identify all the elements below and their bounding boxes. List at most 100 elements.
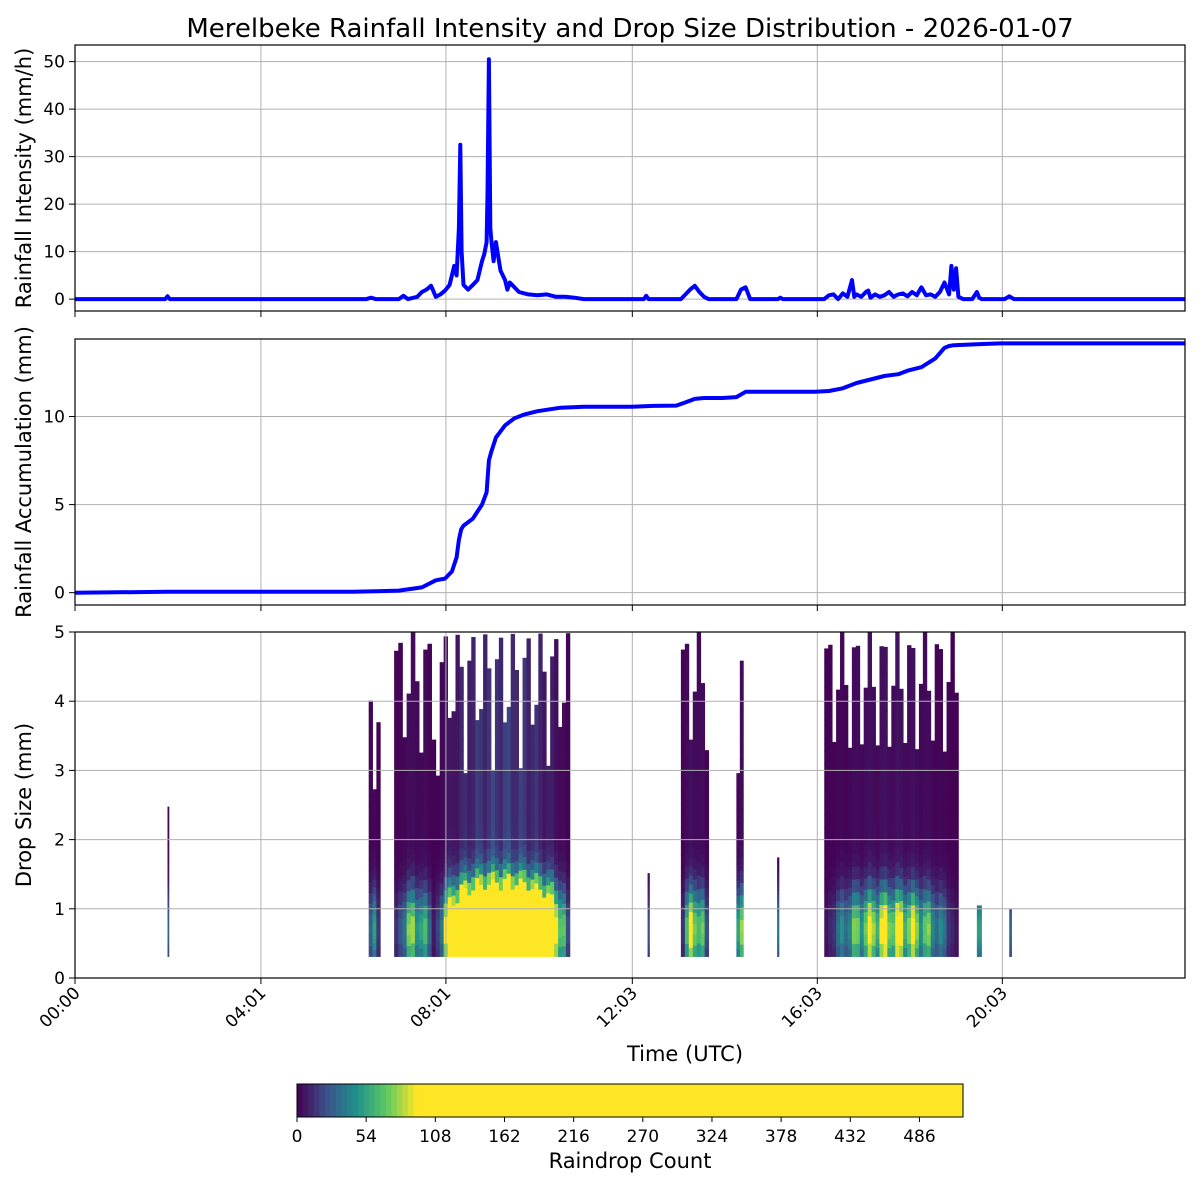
heatmap-cell: [879, 853, 884, 867]
heatmap-cell: [398, 878, 403, 892]
heatmap-cell: [561, 766, 567, 778]
heatmap-cell: [684, 930, 690, 944]
heatmap-cell: [398, 799, 403, 814]
heatmap-cell: [828, 800, 833, 815]
heatmap-cell: [895, 780, 900, 795]
heatmap-cell: [447, 737, 452, 749]
heatmap-cell: [561, 808, 567, 820]
heatmap-cell: [490, 917, 496, 926]
heatmap-cell: [439, 698, 445, 712]
heatmap-cell: [467, 722, 472, 736]
heatmap-cell: [824, 738, 829, 752]
heatmap-cell: [911, 943, 916, 957]
colorbar-segment: [679, 1084, 687, 1117]
heatmap-cell: [526, 797, 531, 812]
heatmap-cell: [459, 775, 464, 788]
heatmap-cell: [930, 740, 936, 750]
heatmap-cell: [692, 857, 698, 869]
heatmap-cell: [950, 943, 955, 957]
heatmap-cell: [502, 898, 508, 909]
heatmap-cell: [526, 916, 531, 931]
heatmap-cell: [942, 777, 947, 787]
heatmap-cell: [406, 759, 412, 771]
heatmap-cell: [843, 922, 849, 935]
heatmap-cell: [950, 780, 955, 795]
heatmap-cell: [976, 922, 982, 925]
heatmap-cell: [368, 711, 373, 723]
colorbar-segment: [446, 1084, 453, 1117]
heatmap-cell: [777, 865, 780, 871]
heatmap-cell: [427, 891, 432, 905]
heatmap-cell: [423, 905, 428, 919]
heatmap-cell: [903, 876, 908, 886]
heatmap-cell: [471, 690, 476, 704]
heatmap-cell: [887, 939, 892, 949]
heatmap-cell: [696, 713, 702, 728]
heatmap-cell: [692, 868, 698, 880]
heatmap-cell: [832, 849, 837, 859]
heatmap-cell: [851, 647, 857, 661]
heatmap-cell: [514, 789, 519, 802]
heatmap-cell: [828, 670, 833, 685]
heatmap-cell: [463, 773, 468, 782]
heatmap-cell: [487, 704, 492, 717]
heatmap-cell: [684, 761, 690, 775]
heatmap-cell: [736, 841, 741, 850]
heatmap-cell: [903, 885, 908, 895]
heatmap-cell: [475, 818, 480, 829]
heatmap-cell: [565, 916, 571, 931]
heatmap-cell: [680, 918, 686, 932]
heatmap-cell: [483, 943, 488, 957]
heatmap-cell: [414, 715, 420, 728]
heatmap-cell: [934, 735, 940, 749]
heatmap-cell: [922, 943, 928, 957]
heatmap-cell: [895, 740, 900, 755]
heatmap-cell: [914, 861, 920, 871]
heatmap-cell: [907, 865, 912, 880]
heatmap-cell: [688, 920, 694, 930]
heatmap-cell: [518, 925, 523, 934]
heatmap-cell: [447, 946, 452, 957]
heatmap-cell: [875, 780, 880, 790]
colorbar-segment: [624, 1084, 631, 1117]
heatmap-cell: [777, 927, 780, 933]
heatmap-cell: [922, 740, 928, 755]
heatmap-cell: [914, 783, 920, 793]
colorbar-segment: [874, 1084, 881, 1117]
heatmap-cell: [459, 751, 464, 764]
heatmap-cell: [832, 893, 837, 904]
heatmap-cell: [926, 945, 932, 957]
heatmap-cell: [394, 867, 399, 881]
heatmap-cell: [542, 719, 547, 732]
heatmap-cell: [863, 922, 869, 935]
heatmap-cell: [934, 657, 940, 671]
heatmap-cell: [471, 716, 476, 731]
heatmap-cell: [895, 943, 900, 957]
heatmap-cell: [451, 731, 456, 743]
heatmap-cell: [518, 940, 523, 950]
heatmap-cell: [514, 837, 519, 850]
heatmap-cell: [439, 674, 445, 688]
colorbar-tick-label: 324: [696, 1127, 728, 1147]
heatmap-cell: [376, 917, 381, 928]
heatmap-cell: [840, 726, 845, 741]
heatmap-cell: [843, 696, 849, 708]
heatmap-cell: [439, 932, 445, 945]
heatmap-cell: [372, 803, 377, 811]
heatmap-cell: [451, 772, 456, 784]
colorbar-segment: [302, 1084, 309, 1117]
heatmap-cell: [926, 812, 932, 825]
heatmap-cell: [736, 834, 741, 843]
heatmap-cell: [954, 879, 959, 891]
heatmap-cell: [447, 767, 452, 778]
heatmap-cell: [463, 910, 468, 919]
heatmap-cell: [394, 676, 399, 690]
heatmap-cell: [487, 776, 492, 789]
heatmap-cell: [538, 862, 543, 877]
heatmap-cell: [514, 753, 519, 766]
heatmap-cell: [467, 907, 472, 920]
heatmap-cell: [911, 750, 916, 765]
heatmap-cell: [435, 911, 441, 920]
heatmap-cell: [934, 722, 940, 736]
heatmap-cell: [922, 699, 928, 714]
